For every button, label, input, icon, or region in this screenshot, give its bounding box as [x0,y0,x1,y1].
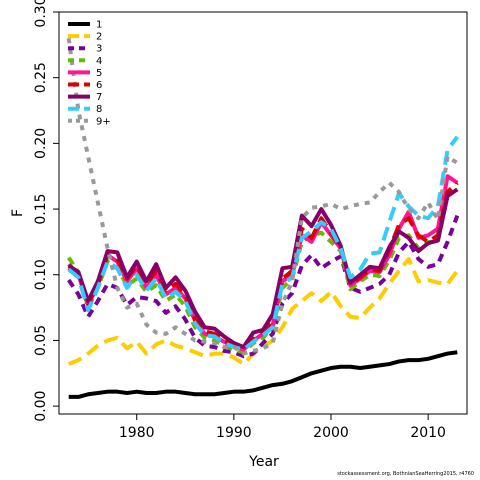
x-axis: 1980 1990 2000 2010 [119,414,446,441]
y-axis: 0.00 0.05 0.10 0.15 0.20 0.25 0.30 [33,0,59,422]
series-line-2 [67,256,459,367]
plot-lines [66,38,460,399]
series-line-9plus [66,38,459,356]
series-line-5 [67,174,459,352]
y-tick-label: 0.10 [33,259,49,290]
legend-label-7: 7 [96,92,102,103]
legend-label-5: 5 [96,68,102,79]
series-line-7 [67,187,459,349]
legend-label-1: 1 [96,20,102,31]
x-axis-label: Year [248,454,279,470]
legend-label-6: 6 [96,80,102,91]
y-tick-label: 0.30 [33,0,49,28]
plot-frame [58,11,468,415]
series-line-4 [67,187,459,355]
y-tick-label: 0.05 [33,325,49,356]
y-tick-label: 0.25 [33,62,49,93]
legend-label-9plus: 9+ [96,116,111,127]
credit-text: stockassessment.org, BothnianSeaHerring2… [337,471,474,477]
legend-label-8: 8 [96,104,102,115]
x-tick-label: 1980 [119,425,155,441]
series-line-3 [67,214,460,359]
x-tick-label: 2010 [410,425,446,441]
y-tick-label: 0.15 [33,193,49,224]
x-tick-label: 1990 [216,425,252,441]
y-axis-label: F [10,209,26,217]
series-line-1 [68,350,458,399]
legend-label-2: 2 [96,32,102,43]
legend-label-3: 3 [96,44,102,55]
legend-label-4: 4 [96,56,102,67]
x-tick-label: 2000 [313,425,349,441]
series-line-8 [67,135,459,352]
y-tick-label: 0.20 [33,128,49,159]
series-line-6 [67,181,459,351]
y-tick-label: 0.00 [33,391,49,422]
